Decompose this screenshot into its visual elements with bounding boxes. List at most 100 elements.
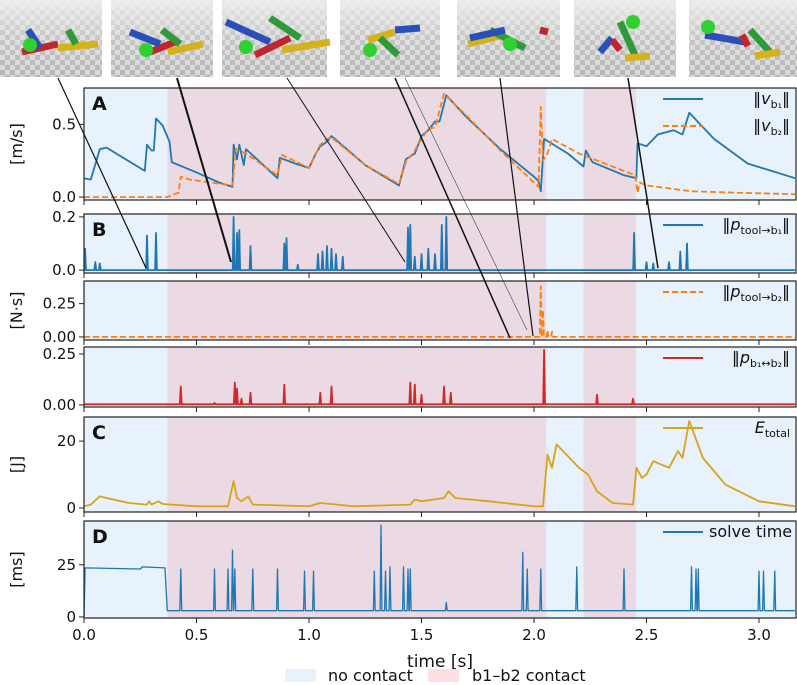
region-contact xyxy=(583,521,637,618)
rigid-bar xyxy=(367,28,396,44)
region-no_contact xyxy=(84,281,168,340)
panel-frame xyxy=(83,416,797,513)
x-tick-label: 2.5 xyxy=(635,626,659,644)
region-contact xyxy=(583,281,637,340)
legend-symbol: p xyxy=(739,348,750,367)
region-no_contact xyxy=(636,214,795,273)
region-contact xyxy=(167,417,547,512)
y-tick-label: 0.0 xyxy=(52,188,76,206)
y-axis-label: [m/s] xyxy=(7,123,26,165)
legend-symbol: p xyxy=(729,215,740,234)
region-contact xyxy=(583,88,637,200)
tool-sphere xyxy=(139,43,153,57)
rigid-bar xyxy=(159,27,183,47)
panel-letter: B xyxy=(92,219,106,241)
legend-post: ‖ xyxy=(782,348,790,367)
connector-line xyxy=(404,77,528,331)
panel-B: ‖ptool→b₁‖0.00.2B xyxy=(52,208,797,279)
series-line-1-0 xyxy=(84,216,795,271)
legend-label: Etotal xyxy=(755,418,790,440)
legend-post: ‖ xyxy=(782,215,790,234)
connector-line xyxy=(57,77,147,269)
legend-subscript: total xyxy=(765,427,790,440)
region-no_contact xyxy=(84,417,168,512)
series-line-2-0 xyxy=(84,285,795,338)
snapshot-image xyxy=(222,0,331,77)
legend-pre: ‖ xyxy=(753,89,761,108)
panel-D: solve time 0 25 D [ms] xyxy=(7,520,797,626)
legend-subscript: b₁ xyxy=(771,98,782,111)
legend-label-contact: b1–b2 contact xyxy=(472,666,586,685)
snapshot-image xyxy=(340,0,440,77)
rigid-bar xyxy=(377,35,401,58)
legend-label: ‖vb₂‖ xyxy=(753,116,790,138)
rigid-bar xyxy=(539,26,549,36)
snapshot-connectors xyxy=(57,77,659,339)
tool-sphere xyxy=(23,38,37,52)
legend-label: solve time xyxy=(709,522,792,541)
legend-subscript: tool→b₂ xyxy=(741,291,782,304)
x-tick-label: 2.0 xyxy=(522,626,546,644)
tool-sphere xyxy=(239,40,253,54)
legend-subscript: tool→b₁ xyxy=(741,224,782,237)
panel-A: ‖vb₁‖‖vb₂‖0.00.5A[m/s] xyxy=(7,87,797,206)
y-tick-label: 0.00 xyxy=(43,328,76,346)
region-legend: no contact b1–b2 contact xyxy=(285,666,586,685)
region-no_contact xyxy=(84,347,168,407)
rigid-bar xyxy=(224,18,272,46)
tool-sphere xyxy=(701,20,715,34)
x-axis-label: time [s] xyxy=(407,652,473,672)
sky-fade xyxy=(222,0,327,77)
x-tick-label: 0.5 xyxy=(185,626,209,644)
panel-letter: D xyxy=(92,526,108,548)
rigid-bar xyxy=(747,27,773,55)
snapshot-image xyxy=(111,0,213,77)
region-contact xyxy=(167,214,547,273)
region-no_contact xyxy=(636,88,795,200)
y-tick-label: 25 xyxy=(57,556,76,574)
region-no_contact xyxy=(546,281,584,340)
x-axis: 0.0 0.5 1.0 1.5 2.0 2.5 3.0 xyxy=(72,626,771,644)
legend-symbol: E xyxy=(755,418,766,437)
tool-sphere xyxy=(503,37,517,51)
legend-pre: ‖ xyxy=(722,215,730,234)
rigid-bar xyxy=(609,37,623,53)
legend-symbol: v xyxy=(761,116,771,135)
rigid-bar xyxy=(467,32,501,48)
rigid-bar xyxy=(281,38,331,54)
region-contact xyxy=(167,281,547,340)
region-no_contact xyxy=(546,347,584,407)
snapshot-image xyxy=(574,0,676,77)
legend-text: solve time xyxy=(709,522,792,541)
legend-subscript: b₁↔b₂ xyxy=(750,357,782,370)
panel-frame xyxy=(83,280,797,341)
snapshot-image xyxy=(0,0,102,77)
legend-label: ‖ptool→b₂‖ xyxy=(722,282,790,304)
region-contact xyxy=(167,521,547,618)
legend-pre: ‖ xyxy=(732,348,740,367)
legend-label: ‖vb₁‖ xyxy=(753,89,790,111)
region-contact xyxy=(583,347,637,407)
region-contact xyxy=(167,88,547,200)
panel-frame xyxy=(83,213,797,274)
simulation-snapshots xyxy=(0,0,797,77)
connector-line xyxy=(176,77,232,263)
panel-frame xyxy=(83,520,797,619)
x-tick-label: 1.0 xyxy=(297,626,321,644)
series-line-3-0 xyxy=(84,349,795,406)
panel-frame xyxy=(83,346,797,408)
legend-label: ‖pb₁↔b₂‖ xyxy=(732,348,790,370)
legend-post: ‖ xyxy=(782,282,790,301)
rigid-bar xyxy=(597,35,615,55)
legend-patch-contact xyxy=(428,669,459,682)
legend-symbol: v xyxy=(761,89,771,108)
series-line-4-0 xyxy=(84,420,796,508)
panel-C: Etotal 0 20 C [J] xyxy=(7,416,797,517)
rigid-bar xyxy=(25,28,43,50)
rigid-bar xyxy=(624,52,651,62)
region-contact xyxy=(167,347,547,407)
panel-frame xyxy=(83,87,797,201)
legend-label-no-contact: no contact xyxy=(328,666,413,685)
snapshot-image xyxy=(457,0,560,77)
connector-line xyxy=(286,77,406,263)
